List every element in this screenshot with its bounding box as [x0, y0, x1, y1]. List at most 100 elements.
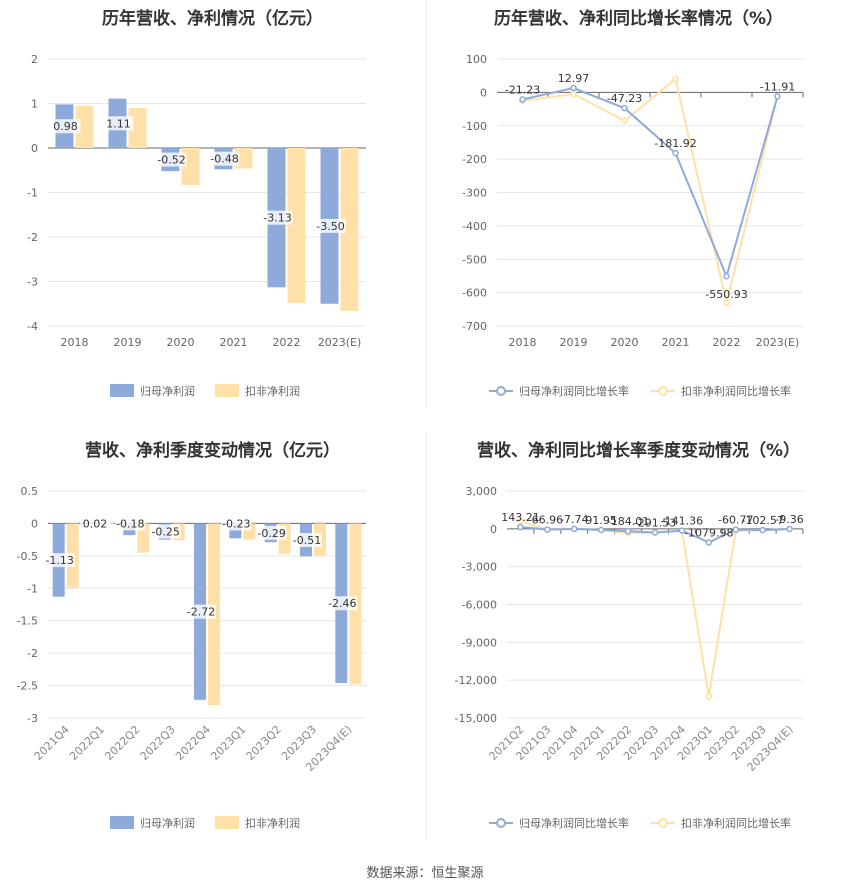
- x-tick-label: 2022: [273, 336, 301, 349]
- data-point: [672, 149, 679, 157]
- y-tick-label: -500: [462, 253, 487, 266]
- legend[interactable]: 归母净利润 扣非净利润: [110, 816, 300, 830]
- x-tick-label: 2021Q4: [32, 723, 72, 763]
- data-label: -47.23: [607, 92, 642, 105]
- x-tick-label: 2023(E): [756, 336, 800, 349]
- data-label-bg: [150, 524, 181, 539]
- y-tick-label: -1: [27, 582, 38, 595]
- data-point: [544, 526, 551, 533]
- y-tick-label: 0: [480, 86, 487, 99]
- data-point: [597, 526, 605, 534]
- y-tick-label: -15,000: [455, 712, 497, 725]
- y-tick-label: -3: [27, 712, 38, 725]
- data-point: [723, 299, 730, 306]
- legend[interactable]: 归母净利润 扣非净利润: [110, 384, 300, 398]
- data-label-bg: [50, 119, 81, 134]
- y-tick-label: -12,000: [455, 674, 497, 687]
- data-label-bg: [256, 525, 287, 540]
- data-label: -0.29: [257, 527, 285, 540]
- data-point: [570, 84, 577, 92]
- y-tick-label: -9,000: [462, 636, 497, 649]
- data-label-bg: [185, 604, 216, 619]
- bar: [287, 148, 306, 303]
- y-tick-label: 0: [490, 523, 497, 536]
- y-tick-label: 100: [466, 53, 487, 66]
- data-point: [732, 526, 739, 533]
- y-tick-label: -300: [462, 187, 487, 200]
- bar: [340, 148, 359, 311]
- panel-quarterly-growth: 营收、净利同比增长率季度变动情况（%） 3,000 0 -3,000 -6,000 -9…: [427, 432, 850, 852]
- data-point: [759, 526, 766, 534]
- y-tick-label: 2: [31, 53, 38, 66]
- data-label: -0.51: [293, 534, 321, 547]
- data-label-bg: [44, 553, 75, 568]
- legend-label: 扣非净利润同比增长率: [681, 384, 791, 398]
- legend-swatch: [215, 384, 239, 397]
- x-tick-label: 2020: [611, 336, 639, 349]
- data-label-bg: [103, 116, 134, 131]
- data-label-bg: [156, 152, 187, 167]
- x-tick-label: 2023(E): [318, 336, 362, 349]
- x-tick-label: 2019: [560, 336, 588, 349]
- legend[interactable]: 归母净利润同比增长率 扣非净利润同比增长率: [489, 384, 791, 398]
- annual-profit-chart: 2 1 0 -1 -2 -3 -4 2018 2019 2020 2021 2022 2023(E) 0.…: [27, 53, 366, 398]
- data-label: 12.97: [558, 72, 590, 85]
- y-tick-label: -1: [27, 187, 38, 200]
- data-point: [570, 90, 577, 98]
- data-label: 143.21: [501, 511, 540, 524]
- chart-title: 营收、净利同比增长率季度变动情况（%）: [476, 441, 801, 461]
- panel-annual-profit: 历年营收、净利情况（亿元） 2 1 0 -1 -2 -3 -4 2018 2019 2020 202…: [0, 0, 425, 420]
- x-tick-label: 2022Q4: [173, 723, 213, 763]
- data-label: -3.50: [316, 220, 344, 233]
- data-label: -3.13: [263, 212, 291, 225]
- data-label: -291.53: [634, 517, 676, 530]
- legend-label: 归母净利润: [140, 816, 195, 830]
- data-point: [786, 525, 793, 533]
- x-tick-label: 2022Q2: [102, 723, 142, 763]
- legend-marker: [496, 386, 506, 396]
- data-label: -2.46: [328, 597, 356, 610]
- data-label: -11.91: [760, 80, 795, 93]
- y-tick-label: -2.5: [17, 680, 38, 693]
- bar: [75, 105, 94, 148]
- data-point: [519, 96, 526, 103]
- legend-marker: [658, 386, 668, 396]
- series-line: [520, 520, 790, 697]
- data-label: -0.52: [157, 154, 185, 167]
- x-tick-label: 2023Q1: [208, 723, 248, 763]
- x-tick-label: 2020: [167, 336, 195, 349]
- data-point: [651, 529, 659, 536]
- legend-label: 扣非净利润: [245, 384, 300, 398]
- data-label: -0.18: [116, 517, 144, 530]
- y-tick-label: -0.5: [17, 550, 38, 563]
- x-tick-label: 2023Q2: [244, 723, 284, 763]
- legend[interactable]: 归母净利润同比增长率 扣非净利润同比增长率: [489, 816, 791, 830]
- x-tick-label: 2018: [509, 336, 537, 349]
- y-tick-label: -700: [462, 320, 487, 333]
- data-point: [723, 272, 730, 280]
- panel-divider-top: [426, 0, 427, 408]
- data-label: -181.92: [654, 137, 696, 150]
- legend-label: 扣非净利润: [245, 816, 300, 830]
- x-tick-label: 2021: [662, 336, 690, 349]
- y-tick-label: 3,000: [466, 485, 498, 498]
- data-point: [624, 527, 632, 535]
- y-tick-label: -100: [462, 120, 487, 133]
- y-tick-label: -600: [462, 287, 487, 300]
- x-tick-label: 2021: [220, 336, 248, 349]
- data-label: -2.72: [187, 606, 215, 619]
- y-tick-label: 0.5: [21, 485, 39, 498]
- bar: [137, 523, 150, 553]
- data-label: -184.01: [607, 515, 649, 528]
- y-tick-label: -2: [27, 647, 38, 660]
- data-point: [621, 117, 628, 124]
- series-line: [522, 77, 779, 303]
- y-tick-label: -2: [27, 231, 38, 244]
- legend-label: 归母净利润同比增长率: [519, 816, 629, 830]
- series-line: [522, 87, 779, 280]
- data-label: -0.48: [210, 153, 238, 166]
- data-label-bg: [327, 596, 358, 611]
- data-label: 1.11: [106, 117, 131, 130]
- x-tick-label: 2022Q3: [138, 723, 178, 763]
- data-point: [517, 518, 524, 525]
